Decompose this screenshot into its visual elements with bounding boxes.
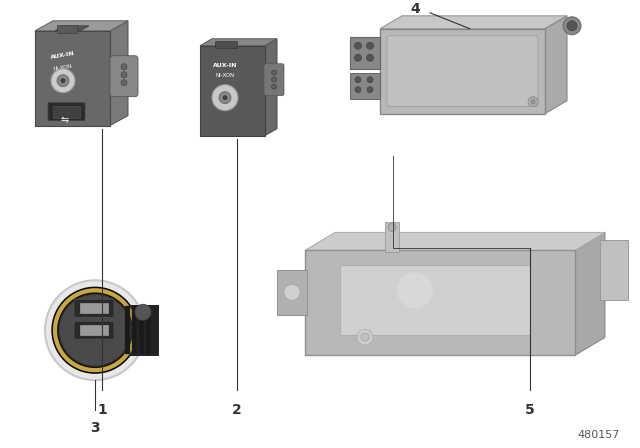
Bar	[350, 37, 380, 69]
Circle shape	[57, 75, 69, 86]
Polygon shape	[380, 16, 567, 29]
Bar	[139, 306, 144, 354]
Circle shape	[121, 80, 127, 86]
Circle shape	[528, 97, 538, 107]
FancyBboxPatch shape	[110, 56, 138, 97]
Polygon shape	[110, 21, 128, 125]
Polygon shape	[200, 39, 277, 46]
Text: ⇋: ⇋	[61, 116, 69, 125]
Circle shape	[45, 280, 145, 380]
Circle shape	[135, 304, 151, 320]
Circle shape	[367, 77, 373, 83]
Bar	[340, 265, 530, 335]
Bar	[123, 305, 158, 355]
Circle shape	[271, 77, 276, 82]
Circle shape	[52, 287, 138, 373]
Circle shape	[355, 77, 361, 83]
Circle shape	[361, 333, 369, 341]
Polygon shape	[575, 233, 605, 355]
Text: 2: 2	[232, 403, 242, 417]
Bar	[350, 73, 380, 99]
Bar	[53, 106, 80, 118]
Text: 3: 3	[90, 421, 100, 435]
Text: 4: 4	[410, 2, 420, 16]
FancyBboxPatch shape	[387, 36, 538, 107]
Bar	[57, 25, 77, 33]
Circle shape	[367, 42, 374, 49]
Bar	[80, 303, 108, 313]
Circle shape	[271, 70, 276, 75]
Circle shape	[397, 272, 433, 308]
Polygon shape	[305, 233, 605, 250]
Circle shape	[388, 224, 396, 232]
Bar	[385, 222, 399, 252]
Bar	[125, 306, 130, 354]
Polygon shape	[265, 39, 277, 136]
Circle shape	[212, 85, 238, 111]
Bar	[380, 29, 545, 114]
Bar	[80, 325, 108, 335]
Circle shape	[355, 54, 362, 61]
Circle shape	[271, 84, 276, 89]
Bar	[215, 41, 237, 48]
Circle shape	[563, 17, 581, 35]
Bar	[600, 241, 628, 300]
Circle shape	[61, 79, 65, 83]
Circle shape	[355, 86, 361, 93]
FancyBboxPatch shape	[264, 64, 284, 96]
Text: 1: 1	[97, 403, 107, 417]
Text: 5: 5	[525, 403, 535, 417]
Bar	[35, 31, 110, 125]
Bar	[132, 306, 137, 354]
Text: 480157: 480157	[578, 430, 620, 440]
Circle shape	[219, 92, 231, 103]
Text: AUX-IN: AUX-IN	[212, 63, 237, 68]
Circle shape	[357, 329, 373, 345]
Circle shape	[531, 99, 535, 103]
Circle shape	[367, 86, 373, 93]
Circle shape	[355, 42, 362, 49]
Text: NI-XON: NI-XON	[53, 64, 73, 72]
FancyBboxPatch shape	[48, 103, 85, 121]
Circle shape	[284, 284, 300, 300]
FancyBboxPatch shape	[74, 321, 114, 339]
Bar	[305, 250, 575, 355]
Polygon shape	[55, 26, 89, 31]
Text: NI-XON: NI-XON	[216, 73, 235, 78]
Polygon shape	[305, 337, 605, 355]
Circle shape	[51, 69, 75, 93]
Polygon shape	[35, 21, 128, 31]
Polygon shape	[545, 16, 567, 114]
Circle shape	[223, 96, 227, 99]
Circle shape	[567, 21, 577, 31]
Bar	[277, 270, 307, 315]
Circle shape	[121, 72, 127, 78]
FancyBboxPatch shape	[74, 299, 114, 317]
Bar	[200, 46, 265, 136]
Bar	[146, 306, 151, 354]
Text: AUX-IN: AUX-IN	[51, 51, 76, 60]
Circle shape	[59, 294, 131, 366]
Circle shape	[121, 64, 127, 70]
Circle shape	[367, 54, 374, 61]
